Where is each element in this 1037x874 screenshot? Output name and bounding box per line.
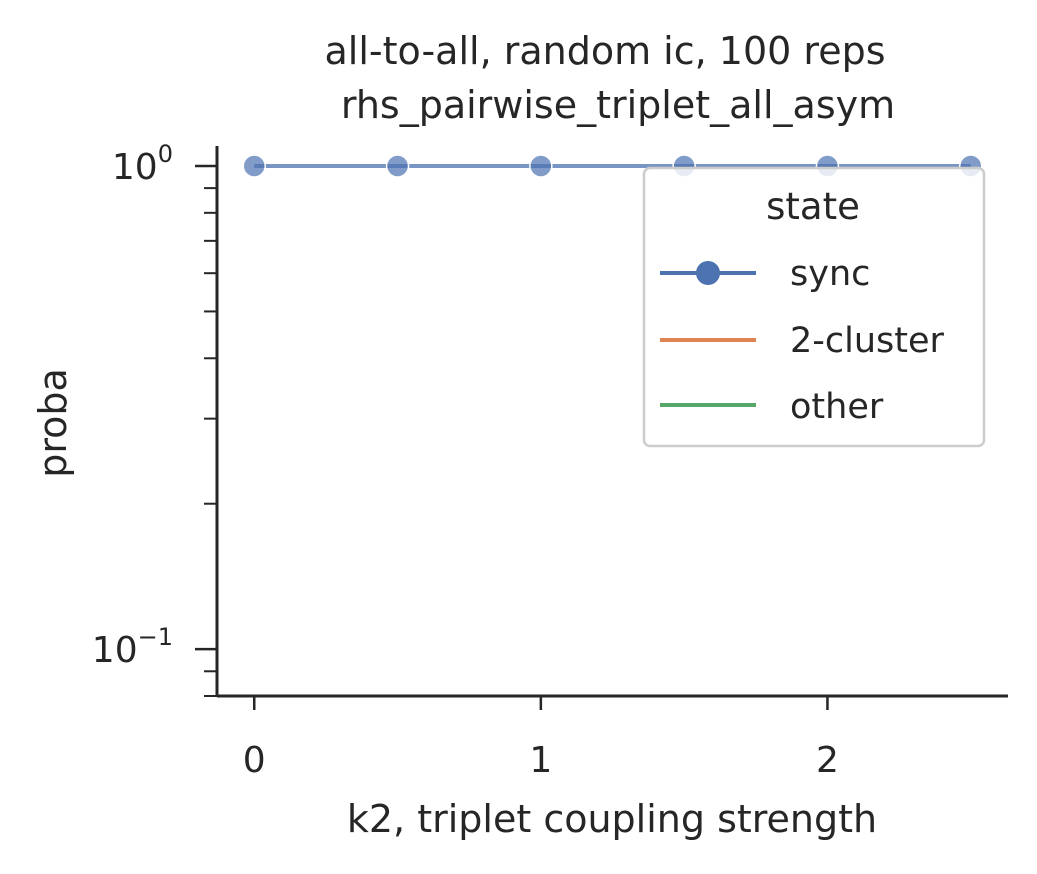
- x-tick-label: 1: [529, 740, 552, 781]
- y-tick-label: 10−1: [92, 623, 173, 671]
- legend-label-other: other: [790, 387, 884, 427]
- x-tick-label: 2: [816, 740, 839, 781]
- data-point-sync: [529, 154, 553, 178]
- legend-box: [642, 166, 986, 448]
- y-tick-label: 100: [112, 140, 173, 188]
- ticks-layer: 0 1 2 100 10−1: [92, 140, 839, 781]
- chart-subtitle: rhs_pairwise_triplet_all_asym: [341, 83, 895, 127]
- y-axis-label: proba: [31, 368, 75, 478]
- data-point-sync: [242, 154, 267, 178]
- legend: state sync 2-cluster other: [642, 166, 986, 448]
- legend-marker-sync: [696, 261, 720, 285]
- legend-label-2-cluster: 2-cluster: [790, 321, 945, 361]
- chart-title: all-to-all, random ic, 100 reps: [324, 29, 885, 73]
- x-axis-label: k2, triplet coupling strength: [347, 797, 877, 841]
- legend-title: state: [766, 185, 860, 228]
- legend-label-sync: sync: [790, 254, 870, 294]
- data-point-sync: [385, 154, 410, 178]
- x-tick-label: 0: [243, 740, 266, 781]
